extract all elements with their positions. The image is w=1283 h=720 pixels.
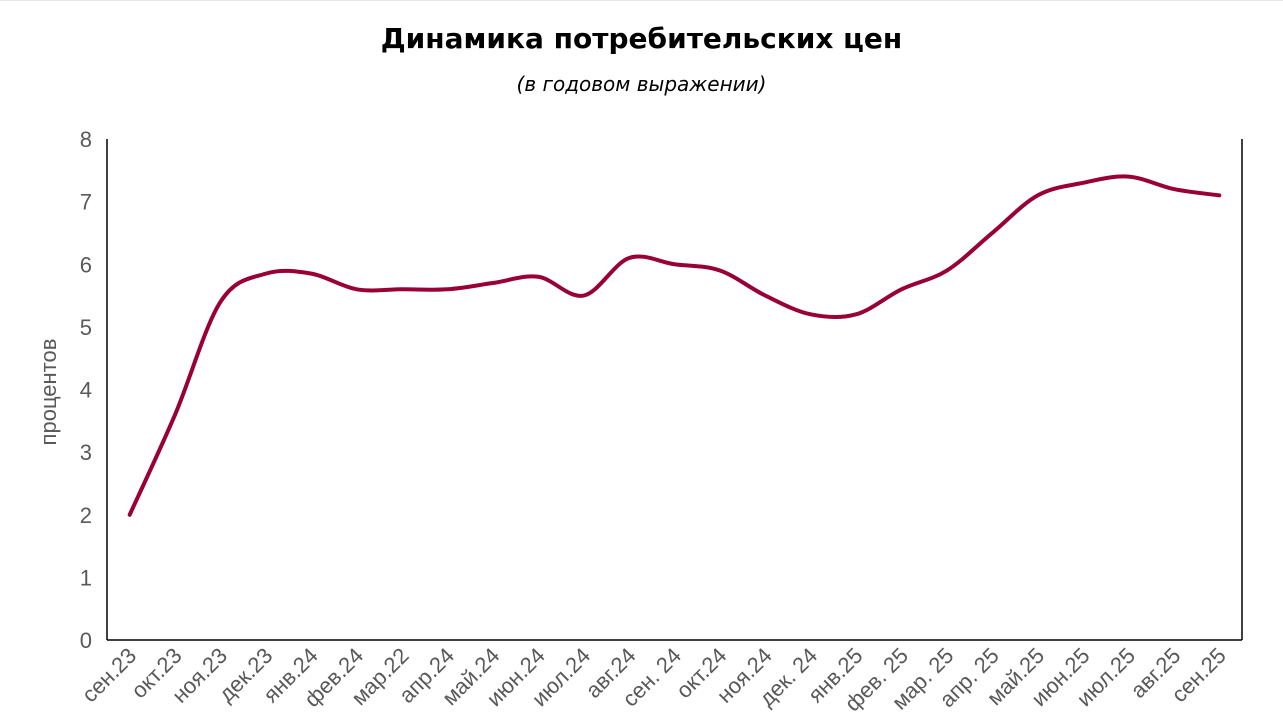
chart-subtitle: (в годовом выражении) xyxy=(516,72,767,96)
y-tick-label: 4 xyxy=(80,378,92,403)
y-tick-label: 7 xyxy=(80,190,92,215)
y-axis-title: процентов xyxy=(36,339,61,446)
y-tick-label: 3 xyxy=(80,440,92,465)
y-tick-label: 0 xyxy=(80,628,92,653)
y-tick-label: 6 xyxy=(80,252,92,277)
top-border xyxy=(0,0,1283,1)
series-line xyxy=(127,174,1222,517)
y-tick-label: 2 xyxy=(80,503,92,528)
y-tick-label: 8 xyxy=(80,127,92,152)
chart-title: Динамика потребительских цен xyxy=(380,22,903,55)
y-tick-label: 5 xyxy=(80,315,92,340)
y-tick-label: 1 xyxy=(80,565,92,590)
